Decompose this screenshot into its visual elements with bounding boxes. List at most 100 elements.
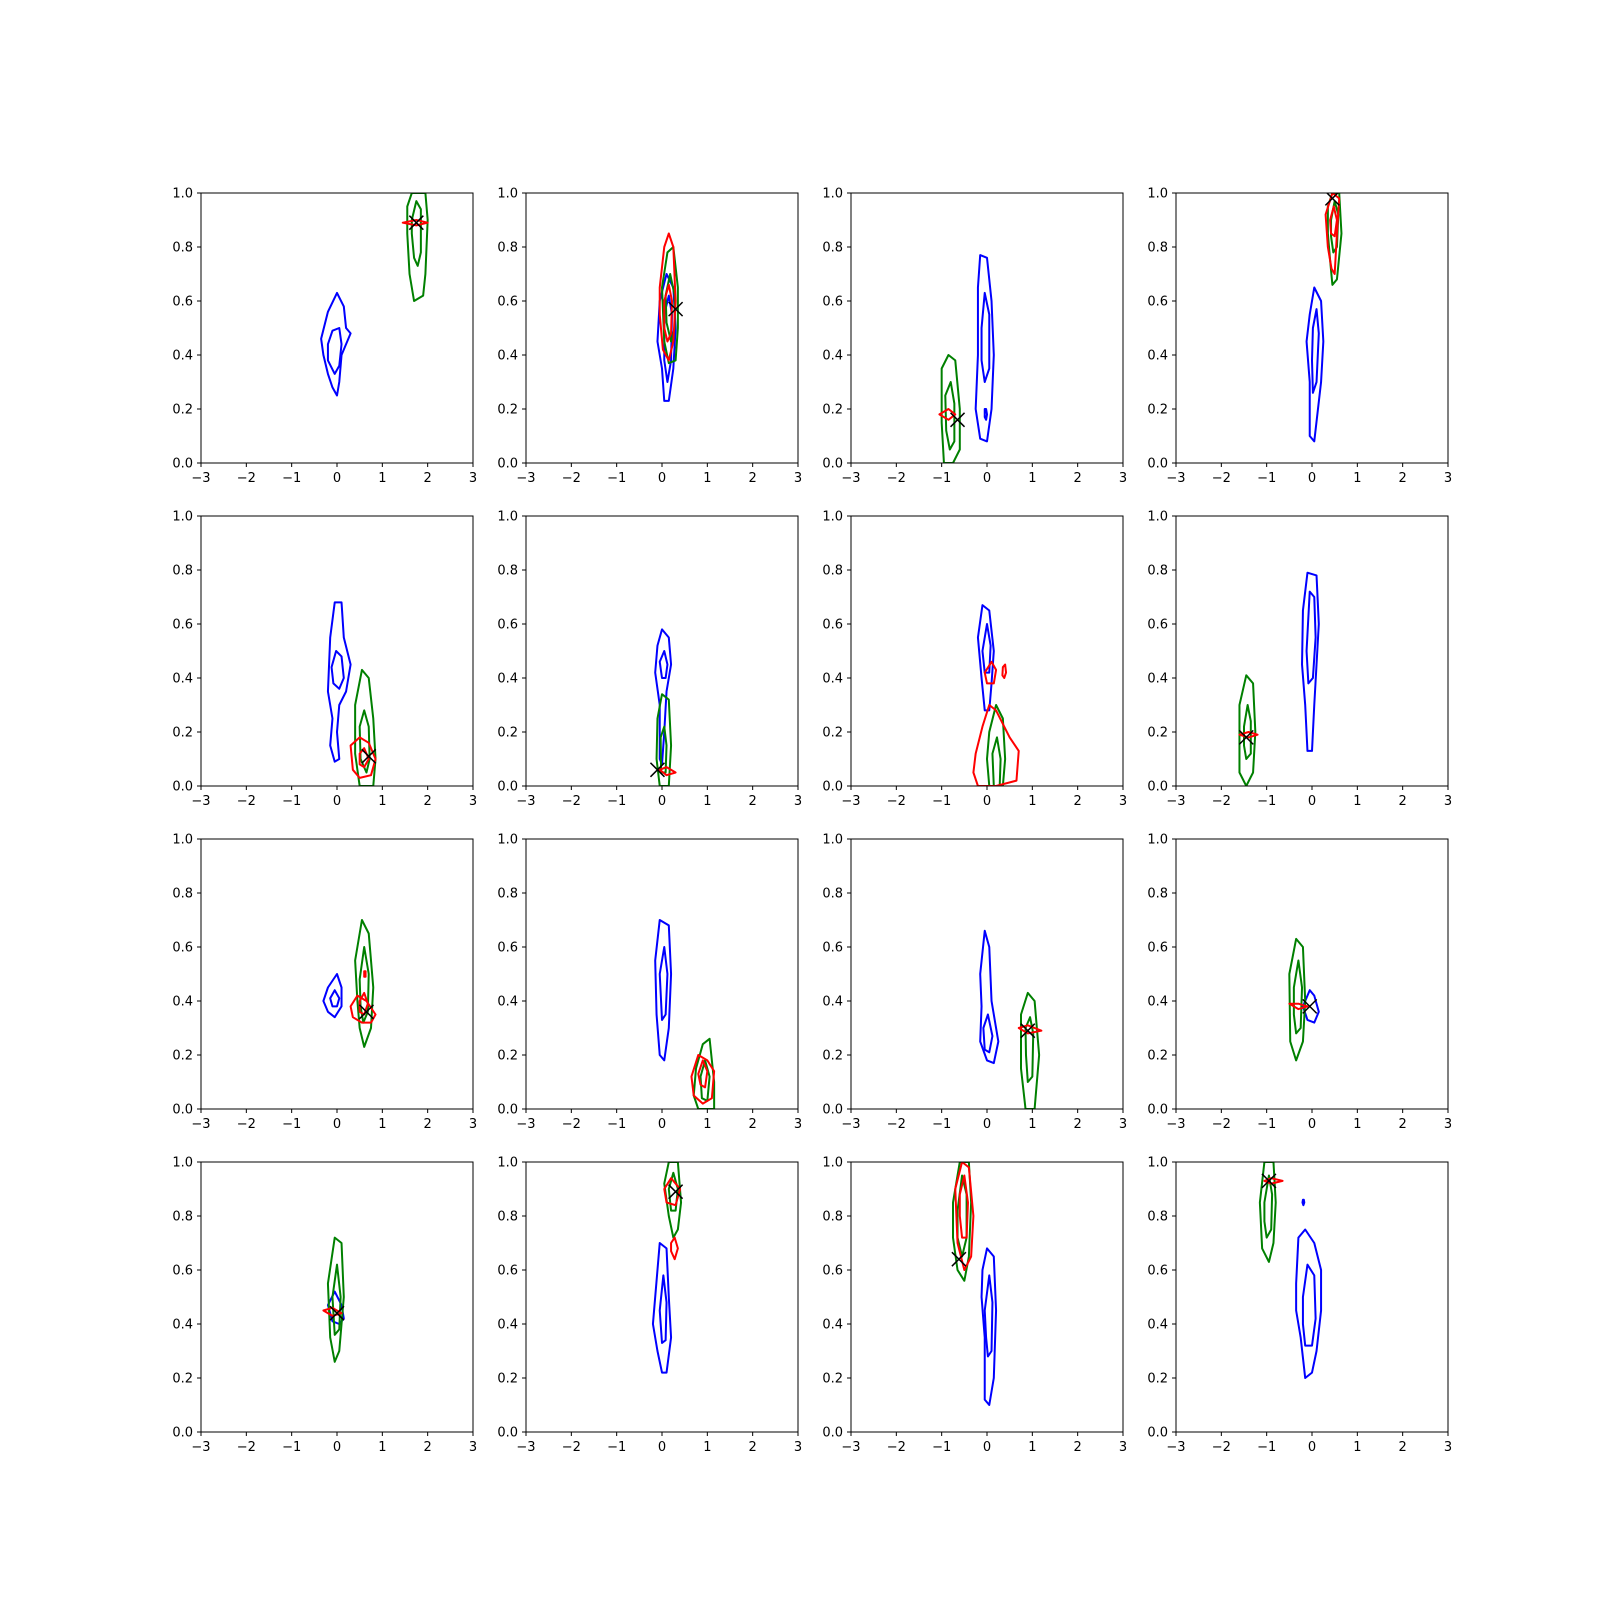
x-tick-label: 3: [794, 794, 802, 809]
y-tick-label: 1.0: [497, 1156, 518, 1171]
x-tick-label: −1: [1257, 471, 1276, 486]
blue-contour-outer: [976, 604, 995, 712]
x-tick-label: 3: [469, 794, 477, 809]
y-tick-label: 0.8: [497, 1210, 518, 1225]
subplot-13: −3 −2 −1 0 1 2 3 0.0 0.2 0.4 0.6 0.8 1.0: [172, 1156, 477, 1456]
plot-area: [322, 919, 377, 1048]
x-marker: [361, 748, 377, 764]
plot-area: [651, 1162, 684, 1374]
y-tick-label: 0.2: [822, 1372, 843, 1387]
subplot-5: −3 −2 −1 0 1 2 3 0.0 0.2 0.4 0.6 0.8 1.0: [172, 510, 477, 810]
x-tick-label: −1: [1257, 1117, 1276, 1132]
x-tick-label: 3: [1119, 471, 1127, 486]
green-contour-inner: [1243, 704, 1252, 760]
blue-contour-outer: [1305, 286, 1325, 443]
x-tick-label: 2: [1074, 471, 1082, 486]
red-contour-outer: [690, 1054, 716, 1105]
x-tick-label: 3: [1444, 1117, 1452, 1132]
x-tick-label: 0: [333, 794, 341, 809]
y-tick-label: 0.2: [497, 1049, 518, 1064]
subplot-1: −3 −2 −1 0 1 2 3 0.0 0.2 0.4 0.6 0.8 1.0: [172, 187, 477, 487]
x-tick-label: −2: [887, 1117, 906, 1132]
axes-frame: [1175, 1161, 1449, 1433]
red-contour-inner: [958, 1174, 969, 1239]
x-tick-label: 3: [1444, 1440, 1452, 1455]
green-contour-outer: [326, 1236, 345, 1363]
y-tick-label: 0.2: [497, 726, 518, 741]
x-tick-label: 2: [749, 1117, 757, 1132]
red-contour-inner: [663, 283, 673, 343]
x-tick-label: −3: [1166, 794, 1185, 809]
red-contour-inner: [1001, 663, 1008, 679]
axes-frame: [850, 515, 1124, 787]
y-tick-label: 0.8: [172, 1210, 193, 1225]
blue-contour-outer: [320, 291, 352, 397]
axes-frame: [525, 838, 799, 1110]
x-tick-label: 0: [333, 1117, 341, 1132]
x-tick-label: 3: [1119, 1117, 1127, 1132]
y-tick-label: 1.0: [497, 510, 518, 525]
blue-contour-outer: [322, 973, 343, 1019]
green-contour-outer: [663, 1162, 683, 1239]
x-tick-label: −2: [887, 794, 906, 809]
axes-frame: [525, 192, 799, 464]
y-tick-label: 0.4: [1147, 349, 1168, 364]
x-tick-label: −1: [282, 1440, 301, 1455]
subplot-2: −3 −2 −1 0 1 2 3 0.0 0.2 0.4 0.6 0.8 1.0: [497, 187, 802, 487]
y-tick-label: 0.0: [1147, 457, 1168, 472]
x-tick-label: −1: [282, 1117, 301, 1132]
red-contour-outer: [938, 408, 957, 421]
y-tick-label: 0.4: [172, 349, 193, 364]
red-contour-inner: [358, 991, 369, 1016]
x-tick-label: −1: [932, 471, 951, 486]
x-tick-label: −2: [1212, 1440, 1231, 1455]
blue-contour-inner: [980, 291, 991, 383]
green-contour-outer: [1326, 193, 1343, 286]
x-tick-label: −3: [1166, 471, 1185, 486]
x-tick-label: 0: [983, 1117, 991, 1132]
x-tick-label: 2: [1399, 794, 1407, 809]
red-contour-outer: [1017, 1024, 1043, 1035]
y-tick-label: 0.6: [1147, 941, 1168, 956]
x-marker: [649, 762, 665, 778]
red-contour-outer: [972, 704, 1020, 786]
green-contour-inner: [1292, 959, 1304, 1035]
y-tick-label: 0.0: [172, 457, 193, 472]
y-tick-label: 0.2: [1147, 403, 1168, 418]
blue-contour-outer: [326, 601, 352, 763]
x-tick-label: −3: [841, 1117, 860, 1132]
y-tick-label: 0.4: [1147, 995, 1168, 1010]
x-tick-label: 2: [749, 794, 757, 809]
x-marker: [329, 1305, 345, 1321]
blue-contour-inner: [329, 989, 341, 1008]
y-tick-label: 0.8: [1147, 241, 1168, 256]
y-tick-label: 0.2: [497, 1372, 518, 1387]
x-marker: [1324, 193, 1340, 206]
y-tick-label: 0.0: [497, 780, 518, 795]
y-tick-label: 0.0: [822, 1103, 843, 1118]
green-contour-outer: [1258, 1162, 1277, 1263]
x-tick-label: 0: [658, 471, 666, 486]
y-tick-label: 0.6: [172, 941, 193, 956]
subplot-9: −3 −2 −1 0 1 2 3 0.0 0.2 0.4 0.6 0.8 1.0: [172, 833, 477, 1133]
x-tick-label: −1: [932, 1117, 951, 1132]
blue-contour-inner: [983, 408, 988, 421]
blue-contour-inner: [983, 1274, 994, 1358]
x-tick-label: 1: [1353, 794, 1361, 809]
blue-contour-inner: [326, 327, 343, 375]
x-tick-label: −3: [191, 471, 210, 486]
green-contour-outer: [692, 1037, 716, 1109]
x-tick-label: −1: [607, 471, 626, 486]
y-tick-label: 0.0: [497, 457, 518, 472]
x-tick-label: 3: [794, 1117, 802, 1132]
x-tick-label: 1: [378, 1117, 386, 1132]
red-contour-outer: [1263, 1177, 1284, 1185]
x-tick-label: −2: [1212, 471, 1231, 486]
blue-contour-outer: [654, 919, 673, 1062]
y-tick-label: 0.6: [497, 618, 518, 633]
red-contour-inner: [1329, 205, 1338, 238]
red-contour-inner: [670, 1236, 679, 1261]
y-tick-label: 0.6: [172, 295, 193, 310]
y-tick-label: 0.2: [172, 1049, 193, 1064]
x-tick-label: 1: [1028, 1440, 1036, 1455]
